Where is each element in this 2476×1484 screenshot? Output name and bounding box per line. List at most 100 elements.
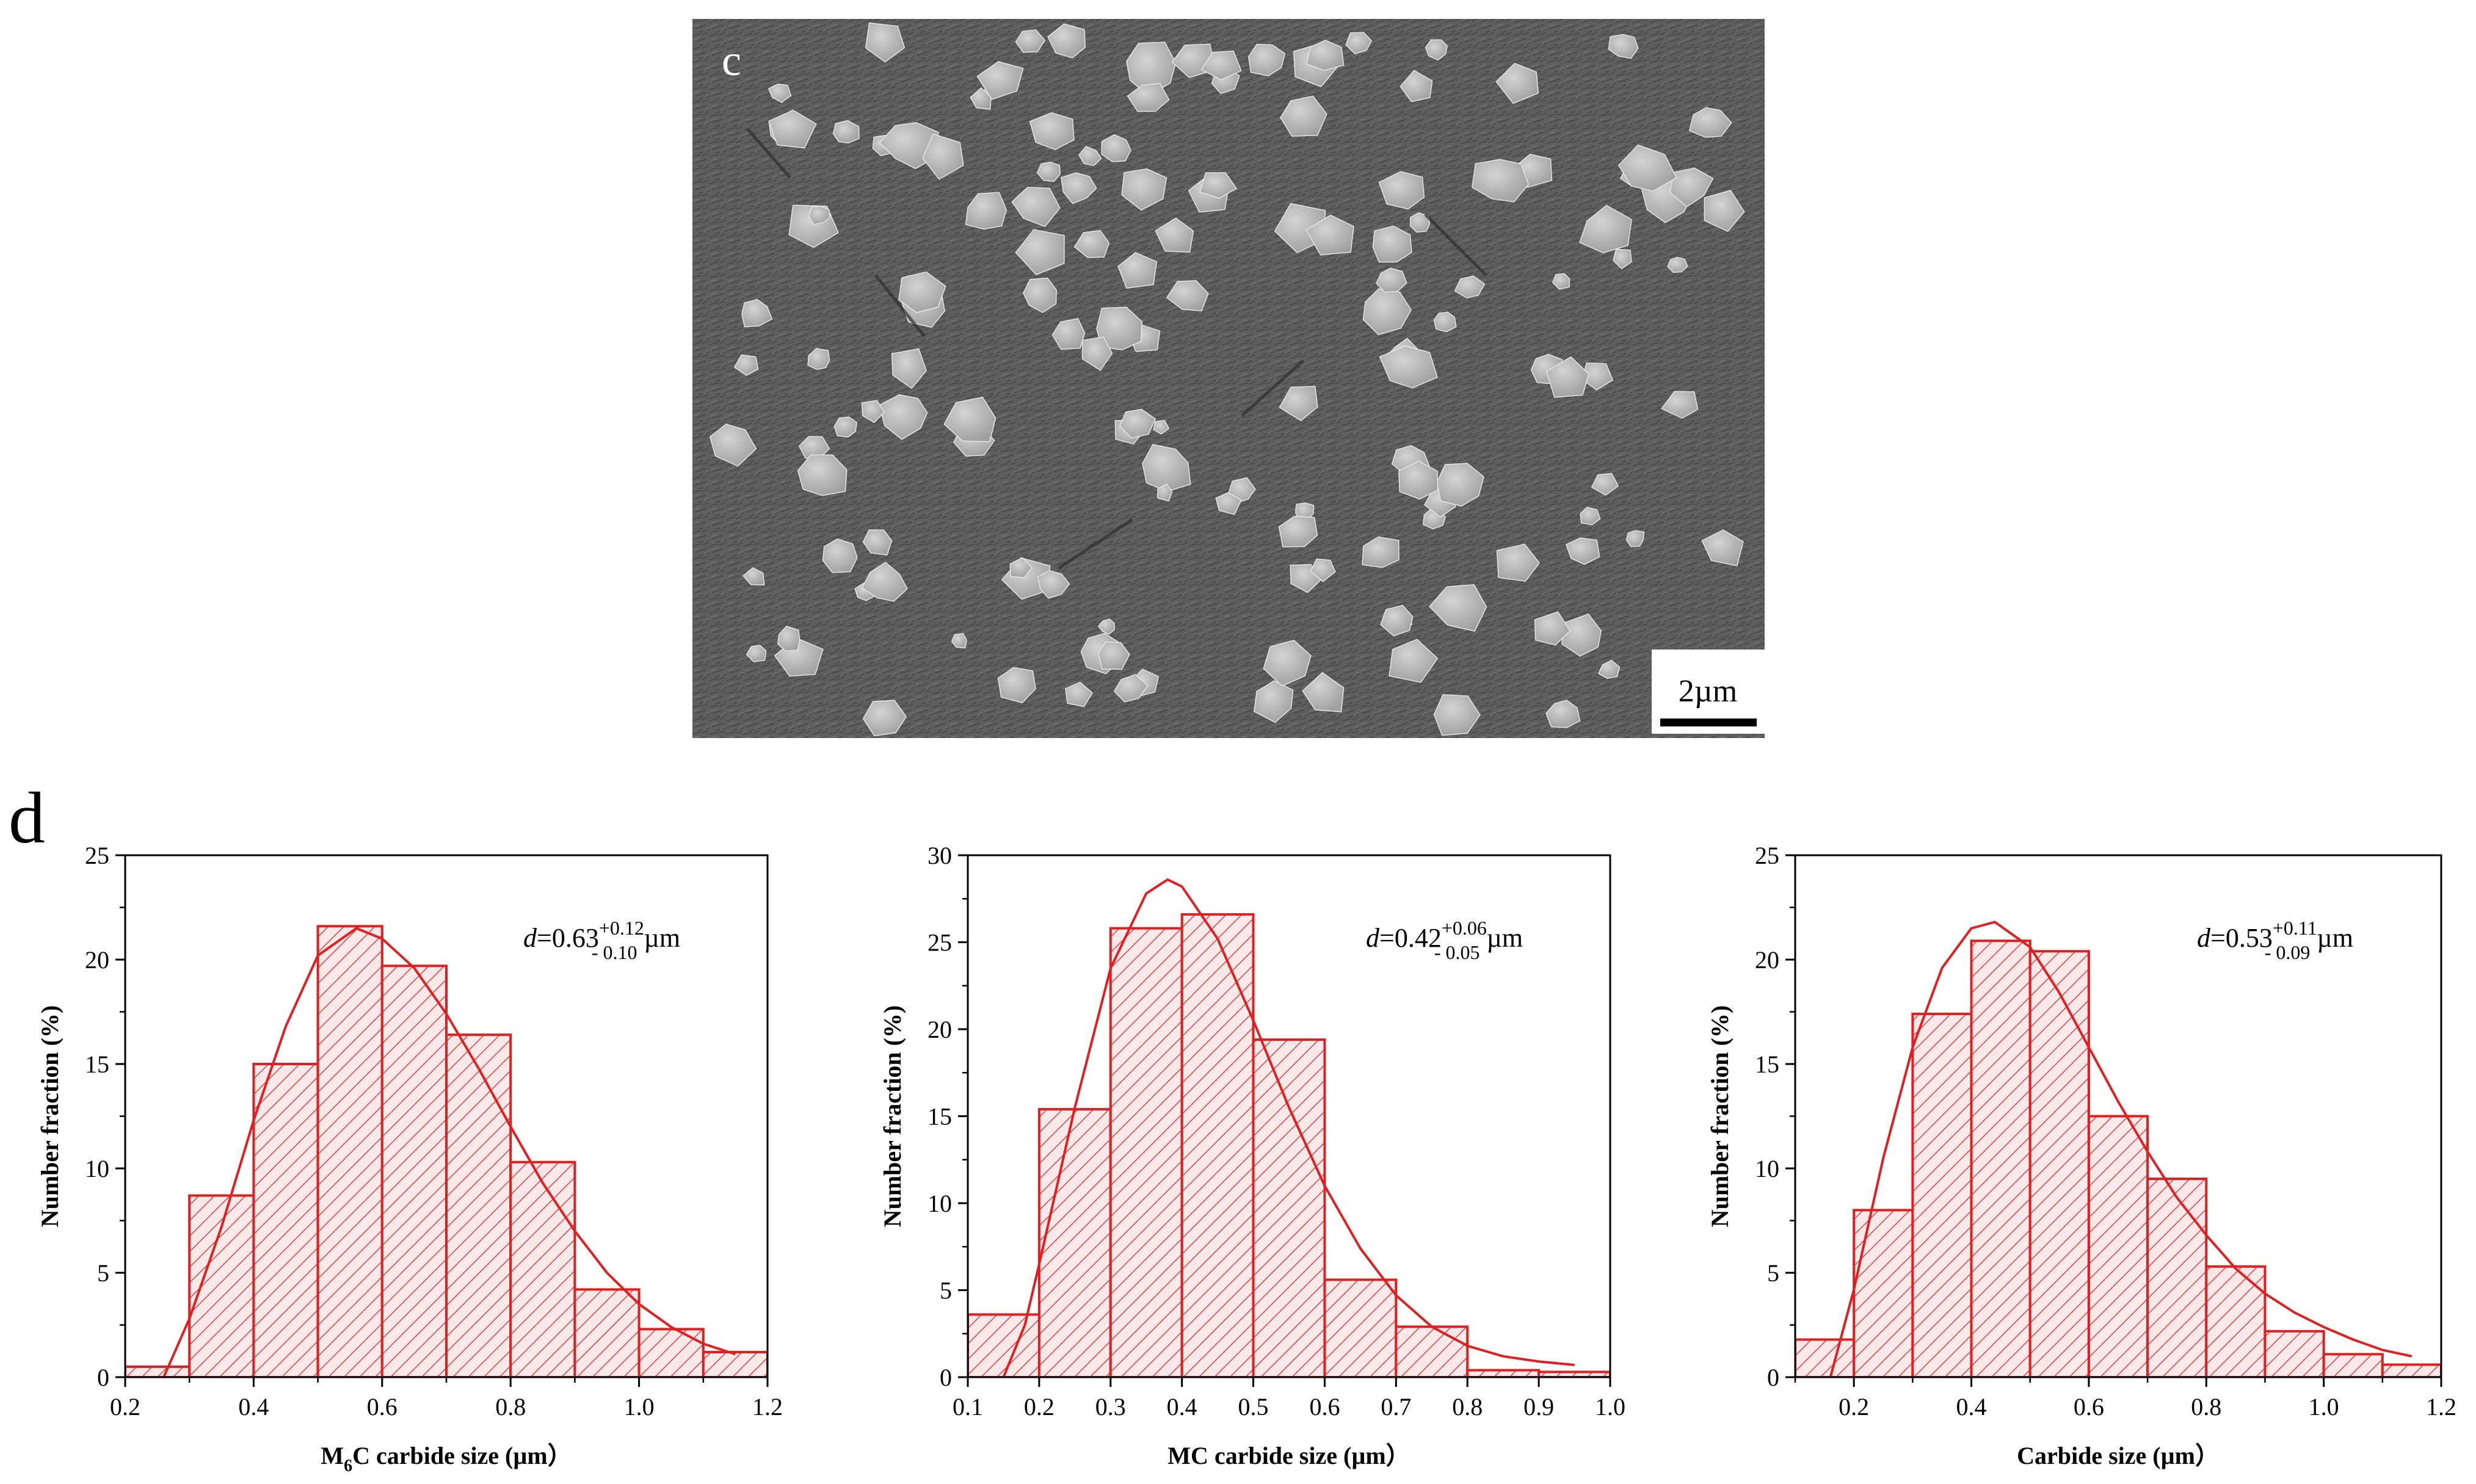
y-tick-label: 25 [85,842,109,869]
histogram-panel: d 0.2 0.4 0.6 0.8 1.0 1.2 0 5 10 15 20 25 Number fra… [9,777,2456,1475]
histogram-bar [1466,1369,1541,1377]
carbide-particle [1362,288,1412,335]
histogram-bar [1395,1325,1469,1377]
y-axis-label: Number fraction (%) [36,1005,64,1228]
y-tick-label: 5 [1767,1259,1779,1287]
bars [1795,939,2441,1377]
histogram-bar [509,1160,576,1377]
histogram-bar [125,1365,191,1377]
carbide-particle [861,400,885,423]
carbide-particle [1389,639,1439,683]
x-tick-label: 0.2 [1839,1393,1869,1421]
carbide-particle [1081,336,1113,371]
histogram-bar [445,1033,512,1377]
histogram-bar [1911,1012,1973,1377]
x-tick-label: 0.4 [238,1393,269,1421]
carbide-particle [862,562,908,602]
carbide-particle [1425,39,1448,61]
carbide-particle [1166,280,1209,311]
carbide-particle [1667,256,1688,273]
carbide-particle [777,626,801,652]
x-tick-label: 0.2 [1024,1393,1055,1421]
carbide-particle [709,423,757,467]
carbide-particle [1279,386,1318,421]
x-tick-label: 1.0 [1595,1393,1625,1421]
carbide-particle [1247,43,1286,76]
carbide-particle [832,120,860,143]
y-axis-label: Number fraction (%) [1706,1005,1734,1228]
carbide-particle [1436,463,1484,507]
histogram-m6c: 0.2 0.4 0.6 0.8 1.0 1.2 0 5 10 15 20 25 Number fract… [36,842,783,1475]
x-tick-label: 1.2 [2426,1393,2456,1421]
carbide-particle [1580,507,1601,526]
carbide-particle [1015,229,1065,275]
mean-size-annotation: d=0.53+0.11- 0.09 µm [2197,917,2353,963]
x-tick-label: 0.4 [1167,1393,1197,1421]
carbide-particle [833,416,858,438]
fit-curve [1002,878,1575,1377]
y-tick-label: 15 [1755,1051,1779,1078]
carbide-particle [1472,159,1530,203]
carbide-particle [1566,537,1600,565]
sem-panel-label: c [722,36,741,85]
carbide-particle [1153,419,1170,435]
carbide-particle [1029,112,1075,150]
carbide-particle [1305,40,1345,71]
histogram-bar [1109,927,1183,1377]
carbide-particle [879,394,928,440]
histogram-bar [1970,939,2031,1377]
carbide-particle [1625,530,1645,547]
histogram-bar [2087,1115,2149,1377]
x-axis-label: Carbide size (µm） [2017,1442,2220,1469]
carbide-particle [1433,311,1457,333]
carbide-particle [1561,614,1602,657]
carbide-particle [768,109,817,149]
carbide-particle [970,87,992,110]
carbide-particle [1454,275,1486,299]
carbide-particle [1495,62,1539,104]
carbide-particle [1380,604,1414,637]
carbide-particle [1617,144,1677,192]
x-axis-label: MC carbide size (µm） [1167,1442,1410,1469]
carbide-particle [1379,345,1438,389]
histogram-bar [1795,1338,1856,1377]
x-tick-label: 0.3 [1095,1393,1126,1421]
x-tick-label: 1.0 [624,1393,655,1421]
y-tick-label: 0 [940,1364,952,1391]
carbide-particle [1305,214,1354,256]
carbide-particle [808,205,830,225]
mean-size-annotation: d=0.42+0.06- 0.05 µm [1366,917,1523,963]
carbide-particle [1036,161,1061,182]
sem-micrograph: c 2µm [692,19,1765,738]
carbide-particle [1429,584,1487,632]
carbide-particle [1078,145,1102,167]
histogram-bar [702,1350,768,1377]
carbide-particle [1011,187,1061,227]
carbide-particle [1155,217,1194,253]
y-tick-label: 5 [940,1277,952,1305]
carbide-particle [1591,472,1619,496]
carbide-particle [1372,225,1412,263]
carbide-particle [976,61,1024,100]
histogram-bar [1323,1278,1398,1377]
x-tick-label: 0.5 [1238,1393,1269,1421]
x-tick-label: 0.8 [1452,1393,1483,1421]
carbide-particle [1157,483,1173,502]
carbide-particle [1302,671,1345,712]
x-tick-label: 1.0 [2309,1393,2339,1421]
carbide-particle [1545,700,1581,728]
carbide-particle [898,271,946,313]
carbide-particle [1009,557,1033,578]
y-tick-label: 25 [1755,842,1779,869]
carbide-particle [1215,492,1242,515]
carbide-particle [1061,172,1097,205]
histogram-bar [316,925,383,1377]
carbide-particle [1263,639,1312,687]
y-tick-label: 30 [928,842,952,869]
carbide-particle [822,538,858,573]
carbide-particle [1121,168,1167,211]
carbide-particle [1398,460,1439,500]
carbide-particle [1278,515,1318,548]
y-tick-label: 10 [85,1155,109,1182]
scale-bar-label: 2µm [1679,674,1737,709]
